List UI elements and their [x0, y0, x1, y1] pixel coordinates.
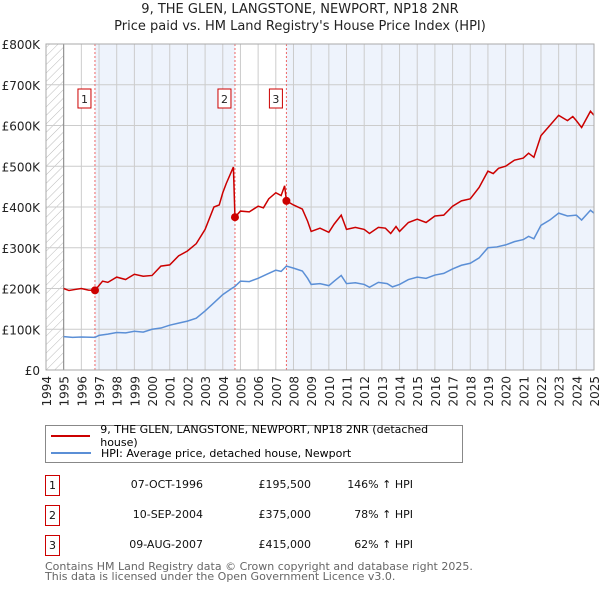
- legend-label-hpi: HPI: Average price, detached house, Newp…: [101, 446, 352, 460]
- sale-point: [282, 196, 291, 205]
- x-tick-label: 2004: [217, 376, 231, 407]
- y-tick-label: £100K: [2, 323, 42, 337]
- sale-label: 2: [221, 93, 228, 106]
- x-tick-label: 2006: [252, 376, 266, 407]
- x-tick-label: 2003: [199, 376, 213, 407]
- x-tick-label: 1995: [58, 376, 72, 407]
- footer-copyright: Contains HM Land Registry data © Crown c…: [45, 560, 473, 573]
- x-tick-label: 1998: [111, 376, 125, 407]
- y-tick-label: £600K: [2, 120, 42, 134]
- legend: 9, THE GLEN, LANGSTONE, NEWPORT, NP18 2N…: [45, 423, 463, 463]
- hpi-series-line: [63, 209, 595, 339]
- x-tick-label: 2018: [464, 376, 478, 407]
- transaction-marker: 2: [45, 505, 60, 526]
- plot-border: [45, 43, 595, 371]
- x-tick-label: 1994: [40, 376, 54, 407]
- x-tick-label: 2023: [553, 376, 567, 407]
- sale-label: 3: [272, 93, 279, 106]
- x-tick-label: 2015: [411, 376, 425, 407]
- x-tick-label: 1996: [75, 376, 89, 407]
- x-tick-label: 2005: [234, 376, 248, 407]
- x-tick-label: 2014: [394, 376, 408, 407]
- transaction-date: 09-AUG-2007: [129, 538, 203, 551]
- transaction-date: 10-SEP-2004: [132, 508, 203, 521]
- x-tick-label: 2016: [429, 376, 443, 407]
- y-tick-label: £300K: [2, 242, 42, 256]
- x-tick-label: 2002: [181, 376, 195, 407]
- transaction-row: 1 07-OCT-1996 £195,500 146% ↑ HPI: [45, 475, 465, 496]
- y-tick-label: £700K: [2, 79, 42, 93]
- transaction-date: 07-OCT-1996: [130, 478, 203, 491]
- x-tick-label: 2012: [358, 376, 372, 407]
- sale-point: [230, 213, 239, 222]
- line-chart: £0 £100K £200K £300K £400K £500K £600K £700K £80…: [2, 38, 600, 407]
- x-tick-label: 2025: [588, 376, 600, 407]
- legend-swatch-red: [51, 435, 91, 437]
- legend-item-property: 9, THE GLEN, LANGSTONE, NEWPORT, NP18 2N…: [51, 423, 462, 449]
- y-tick-label: £200K: [2, 283, 42, 297]
- transaction-price: £195,500: [258, 478, 312, 491]
- chart-subtitle: Price paid vs. HM Land Registry's House …: [114, 19, 486, 34]
- chart-title: 9, THE GLEN, LANGSTONE, NEWPORT, NP18 2N…: [141, 2, 459, 17]
- sale-label-box: [217, 88, 232, 109]
- transaction-hpi: 62% ↑ HPI: [354, 538, 413, 551]
- x-tick-label: 2007: [270, 376, 284, 407]
- x-tick-label: 2024: [570, 376, 584, 407]
- x-tick-label: 2009: [305, 376, 319, 407]
- transaction-marker: 3: [45, 535, 60, 556]
- x-tick-label: 1997: [93, 376, 107, 407]
- y-tick-label: £800K: [2, 38, 42, 52]
- x-tick-label: 2000: [146, 376, 160, 407]
- y-tick-label: £500K: [2, 160, 42, 174]
- footer-licence: This data is licensed under the Open Gov…: [45, 570, 396, 583]
- legend-label-property: 9, THE GLEN, LANGSTONE, NEWPORT, NP18 2N…: [100, 423, 429, 449]
- sale-label: 1: [81, 93, 88, 106]
- x-tick-label: 2021: [517, 376, 531, 407]
- transaction-hpi: 78% ↑ HPI: [354, 508, 413, 521]
- x-tick-label: 2001: [164, 376, 178, 407]
- property-series-line: [63, 109, 595, 292]
- y-tick-label: £0: [25, 364, 40, 378]
- legend-swatch-blue: [51, 452, 91, 454]
- x-tick-label: 2011: [341, 376, 355, 407]
- transaction-price: £415,000: [258, 538, 312, 551]
- sale-point: [90, 286, 99, 295]
- x-tick-label: 2008: [287, 376, 301, 407]
- transaction-row: 2 10-SEP-2004 £375,000 78% ↑ HPI: [45, 505, 465, 526]
- sale-label-box: [268, 88, 283, 109]
- x-tick-label: 2013: [376, 376, 390, 407]
- transaction-row: 3 09-AUG-2007 £415,000 62% ↑ HPI: [45, 535, 465, 556]
- x-tick-label: 1999: [128, 376, 142, 407]
- x-tick-label: 2020: [500, 376, 514, 407]
- transaction-hpi: 146% ↑ HPI: [347, 478, 413, 491]
- legend-item-hpi: HPI: Average price, detached house, Newp…: [51, 445, 351, 461]
- x-tick-label: 2010: [323, 376, 337, 407]
- x-tick-label: 2019: [482, 376, 496, 407]
- x-tick-label: 2017: [447, 376, 461, 407]
- transaction-price: £375,000: [258, 508, 312, 521]
- transaction-marker: 1: [45, 475, 60, 496]
- x-tick-label: 2022: [535, 376, 549, 407]
- sale-label-box: [77, 88, 92, 109]
- y-tick-label: £400K: [2, 201, 42, 215]
